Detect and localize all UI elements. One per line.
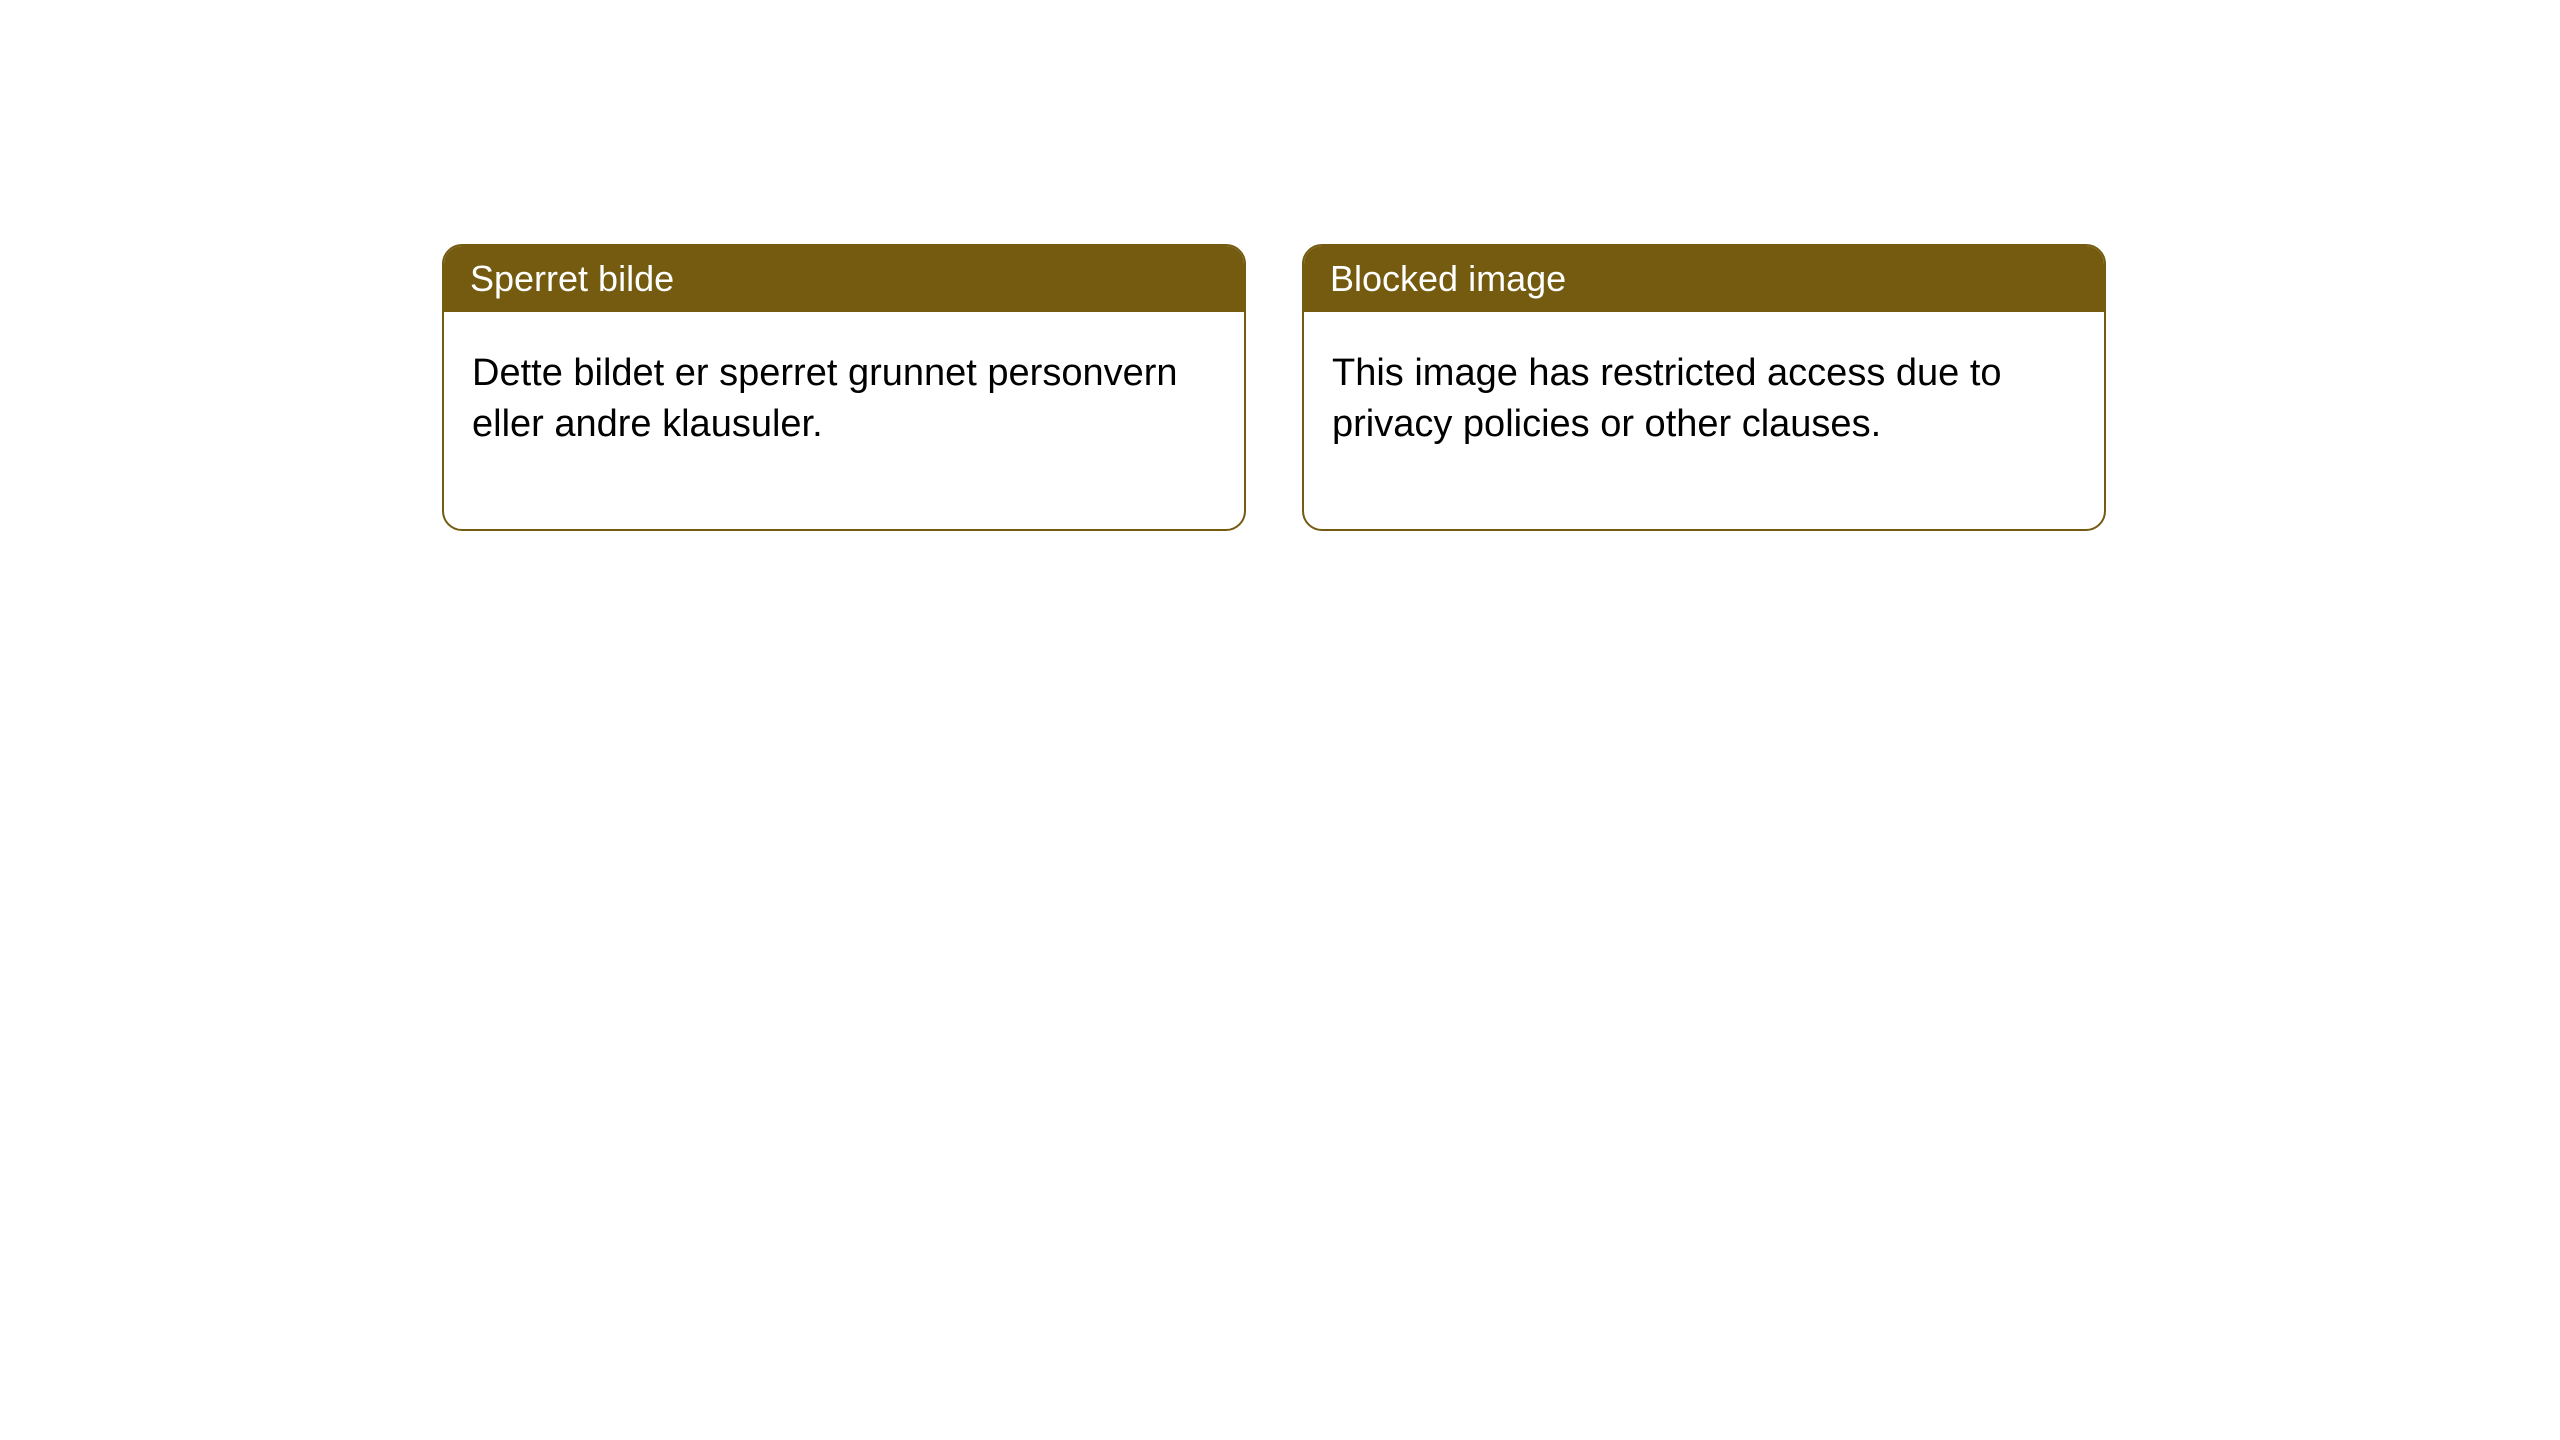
card-body: Dette bildet er sperret grunnet personve… xyxy=(444,312,1244,529)
cards-container: Sperret bilde Dette bildet er sperret gr… xyxy=(0,0,2560,531)
card-body: This image has restricted access due to … xyxy=(1304,312,2104,529)
card-header: Blocked image xyxy=(1304,246,2104,312)
blocked-image-card-no: Sperret bilde Dette bildet er sperret gr… xyxy=(442,244,1246,531)
blocked-image-card-en: Blocked image This image has restricted … xyxy=(1302,244,2106,531)
card-header: Sperret bilde xyxy=(444,246,1244,312)
